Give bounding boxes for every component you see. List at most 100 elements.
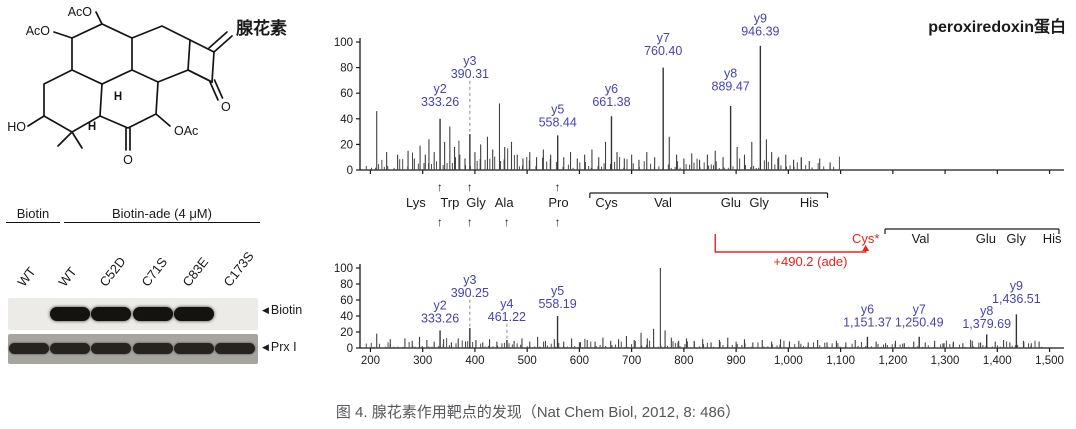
ion-label-y2: y2 bbox=[433, 298, 446, 312]
left-arrowhead-icon: ◀ bbox=[262, 342, 269, 352]
residue-label-top: Trp bbox=[440, 195, 459, 210]
blot-band bbox=[50, 307, 90, 321]
blot-target-name: Prx I bbox=[270, 340, 297, 354]
cleavage-arrow-up-icon: ↑ bbox=[554, 180, 560, 194]
blot-band bbox=[91, 343, 131, 354]
x-tick-label: 300 bbox=[413, 355, 432, 367]
ion-label-y5: y5 bbox=[551, 284, 564, 298]
blot-strip-biotin bbox=[8, 298, 258, 330]
ion-label-y8: y8 bbox=[980, 304, 993, 318]
y-tick-label: 80 bbox=[340, 63, 353, 75]
ion-label-y7: y7 bbox=[913, 302, 926, 316]
blot-band bbox=[91, 307, 131, 321]
ade-shift-bracket bbox=[714, 234, 867, 253]
blot-band bbox=[50, 343, 90, 354]
ion-label-y9: y9 bbox=[1010, 279, 1023, 293]
x-tick-label: 1,500 bbox=[1035, 355, 1064, 367]
y-tick-label: 80 bbox=[340, 279, 353, 291]
blot-group-biotin-label: Biotin bbox=[16, 206, 50, 221]
mz-label-y7: 760.40 bbox=[644, 44, 682, 58]
ion-label-y9: y9 bbox=[754, 12, 767, 26]
blot-band bbox=[174, 307, 214, 321]
blot-band bbox=[133, 343, 173, 354]
ion-label-y3: y3 bbox=[463, 273, 476, 287]
figure-caption: 图 4. 腺花素作用靶点的发现（Nat Chem Biol, 2012, 8: … bbox=[335, 404, 741, 421]
cleavage-arrow-up-icon: ↑ bbox=[504, 215, 510, 229]
structure-bonds bbox=[27, 11, 233, 151]
ion-label-y2: y2 bbox=[433, 82, 446, 96]
y-tick-label: 20 bbox=[340, 139, 353, 151]
residue-label-bottom: Val bbox=[912, 231, 930, 246]
ion-label-y6: y6 bbox=[605, 82, 618, 96]
aco-top-label: AcO bbox=[68, 5, 93, 19]
mz-label-y7: 1,250.49 bbox=[895, 315, 944, 329]
y-tick-label: 60 bbox=[340, 88, 353, 100]
x-tick-label: 800 bbox=[674, 355, 693, 367]
mz-label-y8: 889.47 bbox=[712, 80, 750, 94]
cleavage-arrow-up-icon: ↑ bbox=[437, 215, 443, 229]
mz-label-y6: 661.38 bbox=[592, 95, 630, 109]
mz-label-y8: 1,379.69 bbox=[962, 317, 1011, 331]
blot-band bbox=[215, 343, 255, 354]
mz-label-y9: 946.39 bbox=[741, 25, 779, 39]
residue-label-top: Cys bbox=[595, 195, 618, 210]
x-tick-label: 1,000 bbox=[774, 355, 803, 367]
ade-shift-label: +490.2 (ade) bbox=[773, 254, 847, 269]
aco-left-label: AcO bbox=[26, 24, 51, 38]
stereo-h2-label: H bbox=[88, 121, 96, 133]
mz-label-y3: 390.25 bbox=[451, 286, 489, 300]
x-tick-label: 700 bbox=[622, 355, 641, 367]
residue-label-top: Lys bbox=[406, 195, 426, 210]
ion-label-y4: y4 bbox=[500, 297, 513, 311]
x-tick-label: 1,400 bbox=[983, 355, 1012, 367]
mz-label-y5: 558.44 bbox=[539, 115, 577, 129]
left-arrowhead-icon: ◀ bbox=[262, 305, 269, 315]
residue-label-top: Ala bbox=[495, 195, 515, 210]
mz-label-y6: 1,151.37 bbox=[843, 315, 892, 329]
mz-label-y5: 558.19 bbox=[538, 297, 576, 311]
mz-label-y4: 461.22 bbox=[488, 310, 526, 324]
x-tick-label: 500 bbox=[518, 355, 537, 367]
residue-label-bottom-modified: Cys* bbox=[852, 231, 879, 246]
residue-label-top: Gly bbox=[749, 195, 769, 210]
adenanthin-structure-drawing: AcO AcO HO O OAc O H H bbox=[7, 5, 233, 167]
ketone-o-label: O bbox=[221, 100, 231, 114]
mz-label-y2: 333.26 bbox=[421, 95, 459, 109]
x-tick-label: 200 bbox=[361, 355, 380, 367]
blot-row-label-prx-i: ◀ Prx I bbox=[262, 340, 297, 354]
x-tick-label: 1,200 bbox=[878, 355, 907, 367]
y-tick-label: 100 bbox=[334, 263, 353, 275]
y-tick-label: 0 bbox=[347, 343, 353, 355]
y-tick-label: 60 bbox=[340, 295, 353, 307]
compound-name-label: 腺花素 bbox=[236, 19, 287, 38]
residue-label-bottom: Glu bbox=[976, 231, 996, 246]
x-tick-label: 400 bbox=[465, 355, 484, 367]
ion-label-y7: y7 bbox=[657, 31, 670, 45]
x-tick-label: 900 bbox=[727, 355, 746, 367]
x-tick-label: 1,300 bbox=[931, 355, 960, 367]
residue-label-top: His bbox=[800, 195, 819, 210]
stereo-h1-label: H bbox=[114, 91, 122, 103]
blot-strip-prx-i bbox=[8, 334, 258, 364]
blot-row-label-biotin: ◀ Biotin bbox=[262, 303, 302, 317]
blot-target-name: Biotin bbox=[270, 303, 303, 317]
y-tick-label: 20 bbox=[340, 327, 353, 339]
residue-label-bottom: Gly bbox=[1006, 231, 1026, 246]
ade-shift-arrowhead-icon bbox=[862, 245, 870, 251]
blot-band bbox=[174, 343, 214, 354]
y-tick-label: 40 bbox=[340, 311, 353, 323]
residue-label-top: Gly bbox=[466, 195, 486, 210]
cleavage-arrow-up-icon: ↑ bbox=[554, 215, 560, 229]
mz-label-y9: 1,436.51 bbox=[992, 292, 1041, 306]
residue-label-top: Pro bbox=[548, 195, 568, 210]
blot-group-biotin-ade: Biotin-ade (4 μM) bbox=[64, 206, 260, 223]
residue-label-top: Glu bbox=[721, 195, 741, 210]
residue-label-top: Val bbox=[654, 195, 672, 210]
blot-band bbox=[9, 343, 49, 354]
cleavage-arrow-up-icon: ↑ bbox=[467, 215, 473, 229]
y-tick-label: 100 bbox=[334, 37, 353, 49]
residue-label-bottom: His bbox=[1043, 231, 1062, 246]
mz-label-y2: 333.26 bbox=[421, 311, 459, 325]
